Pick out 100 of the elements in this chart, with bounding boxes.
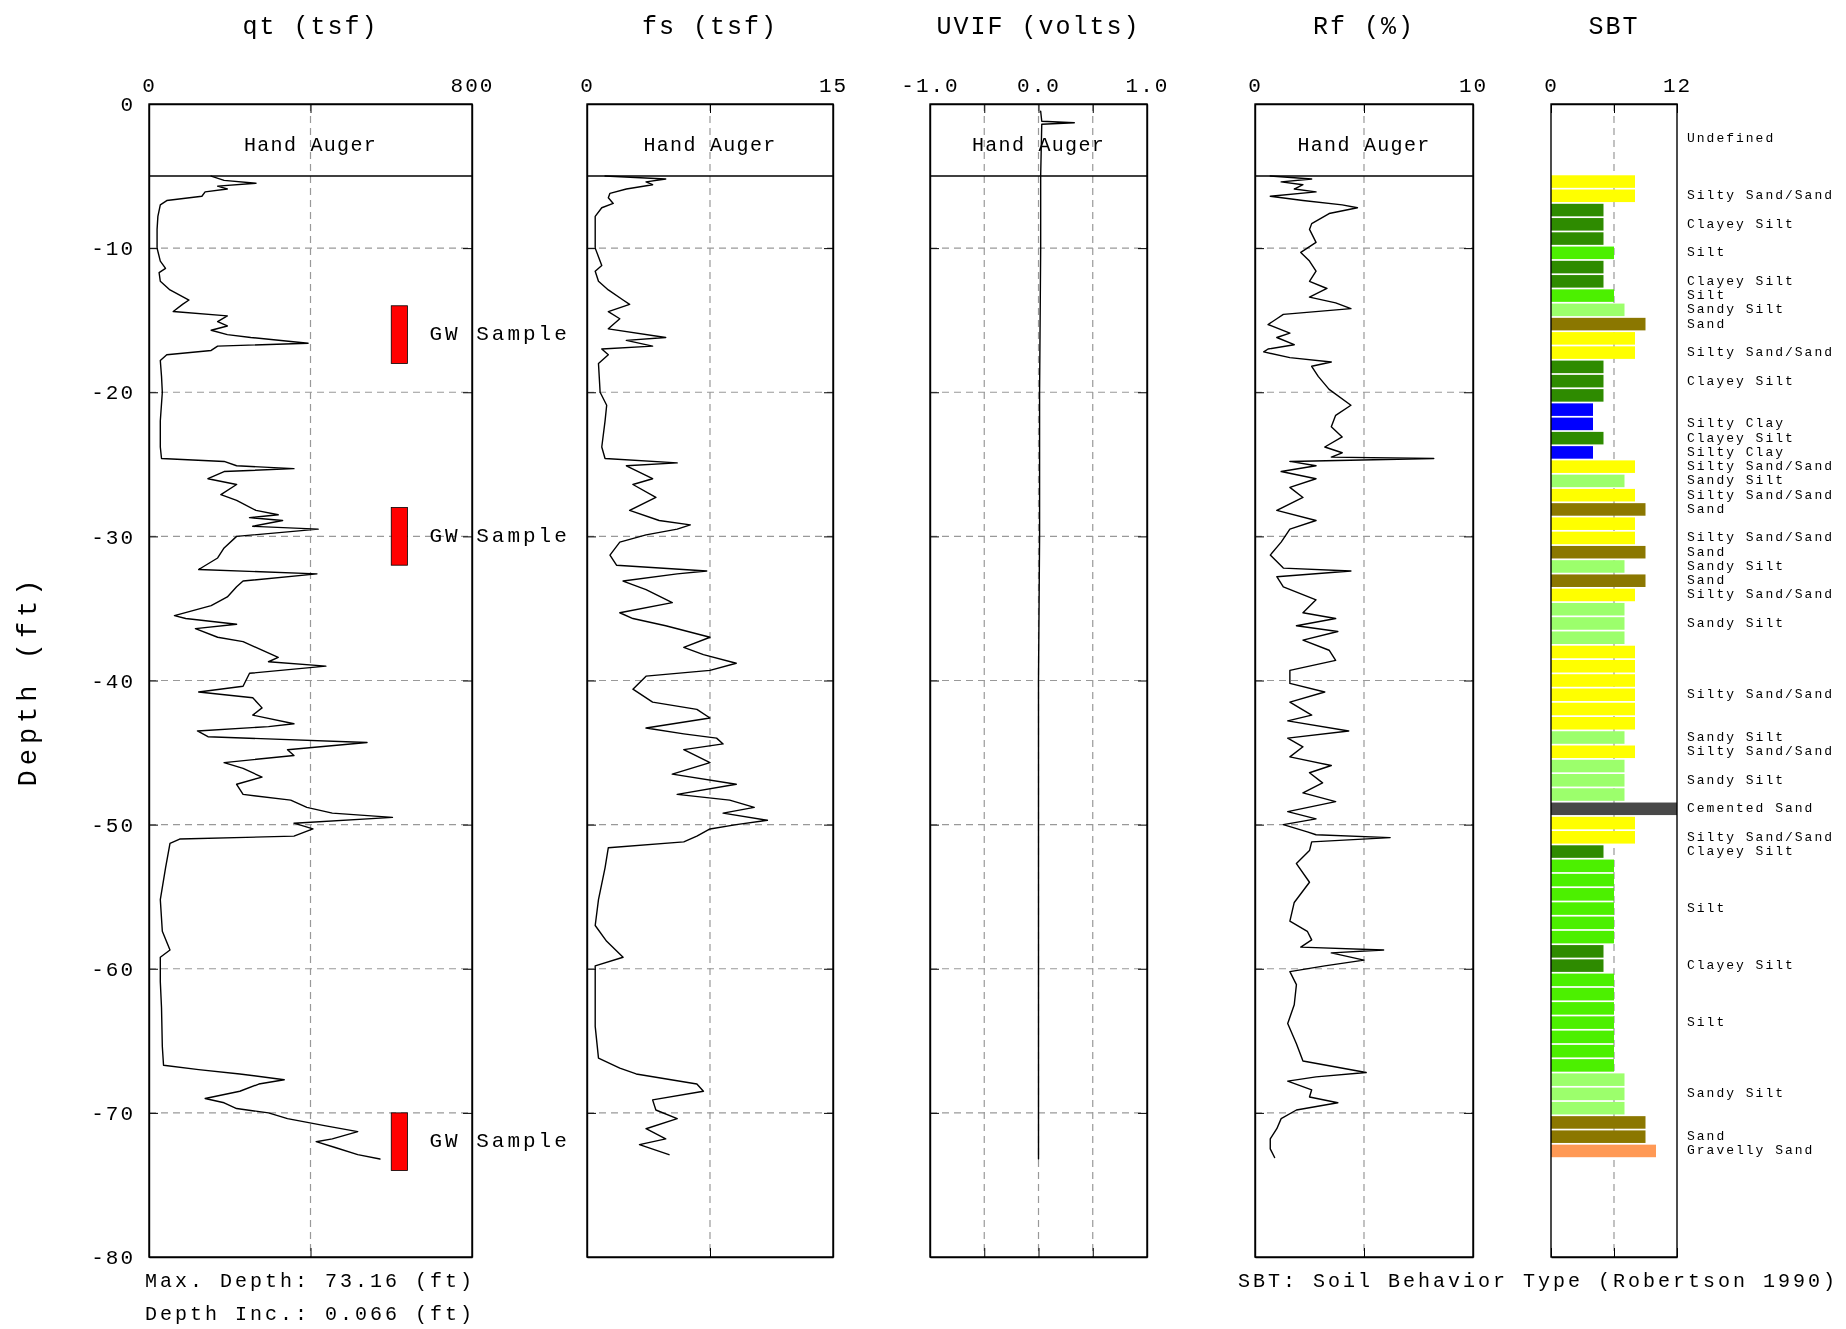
x-tick-label: 10 — [1458, 75, 1489, 98]
bar — [1551, 503, 1646, 516]
y-tick-label: Silty Sand/Sand — [1687, 188, 1835, 204]
bar — [1551, 560, 1625, 573]
y-tick-label: Cemented Sand — [1687, 801, 1815, 817]
y-tick-label: Silty Sand/Sand — [1687, 487, 1835, 503]
bar — [1551, 417, 1593, 431]
y-tick-label: -50 — [91, 814, 135, 838]
y-tick-label: Sandy Silt — [1687, 615, 1786, 631]
y-tick-label: Silty Sand/Sand — [1687, 530, 1835, 546]
bar — [1551, 1087, 1625, 1101]
bar — [1551, 588, 1635, 602]
bar — [1551, 802, 1677, 816]
bar — [1551, 731, 1625, 744]
y-tick-label: Silty Sand/Sand — [1687, 744, 1835, 760]
y-tick-label: Undefined — [1687, 131, 1776, 147]
bar — [1551, 1044, 1614, 1058]
y-tick-label: -70 — [91, 1103, 135, 1127]
y-tick-label: Sandy Silt — [1687, 302, 1786, 318]
y-axis-title: Depth (ft) — [14, 574, 44, 787]
ref-line-label: Hand Auger — [1297, 134, 1431, 158]
x-tick-label: 12 — [1662, 75, 1693, 98]
y-tick-label: Silt — [1687, 1015, 1727, 1031]
bar — [1551, 289, 1614, 302]
bar — [1551, 403, 1593, 416]
bar — [1551, 474, 1625, 488]
chart-title: SBT — [1588, 13, 1640, 42]
x-tick-label: 0 — [142, 75, 157, 98]
bar — [1551, 460, 1635, 473]
y-tick-label: Sand — [1687, 316, 1727, 332]
bar — [1551, 517, 1635, 530]
y-tick-label: -60 — [91, 958, 135, 982]
y-tick-label: Sandy Silt — [1687, 473, 1786, 489]
x-tick-label: -1.0 — [901, 75, 960, 98]
y-tick-label: -10 — [91, 238, 135, 262]
text: Max. Depth: 73.16 (ft) — [145, 1270, 476, 1294]
y-tick-label: Sand — [1687, 544, 1727, 560]
ref-line-label: Hand Auger — [243, 134, 378, 158]
x-tick-label: 0 — [1248, 75, 1263, 98]
x-tick-label: 0 — [580, 75, 595, 98]
bar — [1551, 745, 1635, 759]
y-tick-label: -80 — [91, 1247, 135, 1271]
bar — [1551, 845, 1604, 858]
chart-title: Rf (%) — [1312, 13, 1416, 42]
y-tick-label: Clayey Silt — [1687, 273, 1795, 289]
bar — [1551, 275, 1604, 288]
y-tick-label: Silt — [1687, 245, 1727, 261]
bar — [1551, 488, 1635, 502]
bar — [1551, 1059, 1614, 1072]
bar — [1551, 645, 1635, 659]
bar — [1551, 602, 1625, 616]
y-tick-label: Clayey Silt — [1687, 844, 1795, 860]
bar — [1551, 1144, 1656, 1158]
bar — [1551, 545, 1646, 559]
bar — [1551, 930, 1614, 944]
y-tick-label: Sand — [1687, 1129, 1727, 1145]
ref-line-label: Hand Auger — [643, 134, 777, 158]
bar — [1551, 1030, 1614, 1044]
chart-title: qt (tsf) — [242, 13, 379, 42]
x-tick-label: 0.0 — [1017, 75, 1061, 98]
bar — [1551, 759, 1625, 773]
y-tick-label: Sand — [1687, 501, 1727, 517]
bar — [1551, 987, 1614, 1001]
bar — [1551, 303, 1625, 317]
y-tick-label: Sand — [1687, 573, 1727, 589]
bar — [1551, 189, 1635, 203]
band-label: GW Sample — [429, 1130, 570, 1154]
bar — [1551, 973, 1614, 987]
bar — [1551, 531, 1635, 545]
bar — [1551, 574, 1646, 587]
bar — [1551, 260, 1604, 274]
band-label: GW Sample — [429, 524, 570, 548]
x-tick-label: 800 — [450, 75, 495, 98]
y-tick-label: Silty Sand/Sand — [1687, 587, 1835, 603]
chart-title: fs (tsf) — [641, 13, 779, 42]
bar — [1551, 446, 1593, 459]
y-tick-label: 0 — [120, 94, 135, 118]
bar — [1551, 203, 1604, 217]
y-tick-label: -20 — [91, 382, 135, 406]
y-tick-label: Clayey Silt — [1687, 216, 1795, 232]
y-tick-label: Sandy Silt — [1687, 729, 1786, 745]
y-tick-label: Silty Sand/Sand — [1687, 687, 1835, 703]
bar — [1551, 831, 1635, 844]
bar — [1551, 317, 1646, 331]
bar — [1551, 916, 1614, 930]
bar — [1551, 816, 1635, 830]
x-tick-label: 0 — [1544, 75, 1559, 98]
y-tick-label: Clayey Silt — [1687, 430, 1795, 446]
y-tick-label: Silty Clay — [1687, 416, 1786, 432]
bar — [1551, 360, 1604, 374]
x-tick-label: 15 — [818, 75, 849, 98]
y-tick-label: Silt — [1687, 901, 1727, 917]
y-tick-label: Silty Clay — [1687, 444, 1786, 460]
y-tick-label: -40 — [91, 670, 135, 694]
y-tick-label: Silty Sand/Sand — [1687, 345, 1835, 361]
bar — [1551, 859, 1614, 873]
y-tick-label: Silty Sand/Sand — [1687, 829, 1835, 845]
bar — [1551, 1101, 1625, 1115]
bar — [1551, 717, 1635, 730]
bar — [1551, 873, 1614, 887]
